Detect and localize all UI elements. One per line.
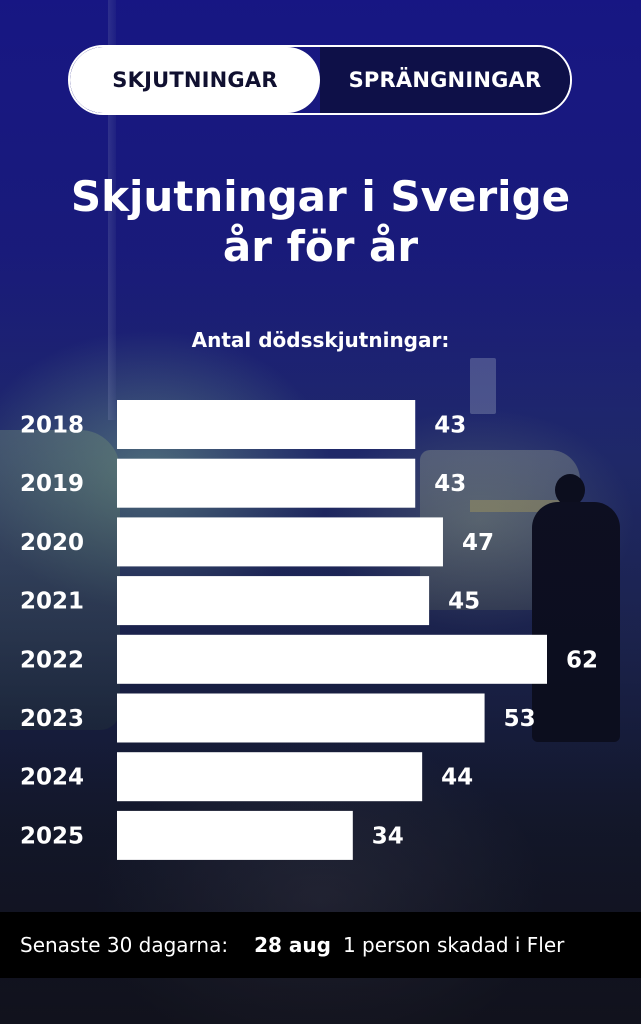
street-pole bbox=[108, 0, 116, 420]
value-label-2020: 47 bbox=[462, 530, 494, 556]
ticker-date: 28 aug bbox=[254, 933, 331, 957]
bar-2022 bbox=[117, 634, 547, 684]
bar-2018 bbox=[117, 400, 416, 449]
year-label-2025: 2025 bbox=[20, 823, 84, 849]
tab-sprangningar[interactable]: SPRÄNGNINGAR bbox=[320, 47, 570, 113]
title-line-2: år för år bbox=[222, 222, 419, 271]
road-sign bbox=[470, 358, 496, 414]
bar-2019 bbox=[117, 458, 416, 508]
chart-measure-label: Antal dödsskjutningar: bbox=[191, 328, 450, 352]
year-label-2020: 2020 bbox=[20, 530, 84, 556]
ticker-text: 1 person skadad i Fler bbox=[342, 933, 565, 957]
year-label-2019: 2019 bbox=[20, 471, 84, 497]
officer-silhouette bbox=[532, 502, 620, 742]
police-car bbox=[0, 430, 120, 730]
bar-2023 bbox=[117, 693, 485, 743]
year-label-2021: 2021 bbox=[20, 589, 84, 615]
category-tabs: SKJUTNINGAR SPRÄNGNINGAR bbox=[68, 45, 572, 115]
officer-silhouette-head bbox=[555, 474, 585, 506]
bar-2021 bbox=[117, 576, 430, 626]
value-label-2024: 44 bbox=[441, 765, 473, 791]
value-label-2022: 62 bbox=[566, 647, 598, 673]
year-label-2023: 2023 bbox=[20, 706, 84, 732]
year-label-2024: 2024 bbox=[20, 765, 84, 791]
page-title: Skjutningar i Sverige år för år bbox=[0, 172, 641, 272]
value-label-2021: 45 bbox=[448, 589, 480, 615]
value-label-2023: 53 bbox=[504, 706, 536, 732]
year-label-2018: 2018 bbox=[20, 413, 84, 439]
bar-chart: 2018 43 2019 43 2020 47 2021 45 2022 62 2023 53 2024… bbox=[20, 400, 598, 860]
bar-2024 bbox=[117, 752, 423, 802]
bar-2020 bbox=[117, 517, 443, 567]
value-label-2025: 34 bbox=[372, 823, 404, 849]
value-label-2018: 43 bbox=[434, 413, 466, 439]
news-ticker[interactable]: Senaste 30 dagarna: 28 aug 1 person skad… bbox=[0, 912, 641, 978]
value-label-2019: 43 bbox=[434, 471, 466, 497]
title-line-1: Skjutningar i Sverige bbox=[70, 172, 571, 221]
year-label-2022: 2022 bbox=[20, 647, 84, 673]
bar-2025 bbox=[117, 810, 353, 860]
ticker-label: Senaste 30 dagarna: bbox=[20, 933, 229, 957]
tab-skjutningar[interactable]: SKJUTNINGAR bbox=[70, 47, 320, 113]
